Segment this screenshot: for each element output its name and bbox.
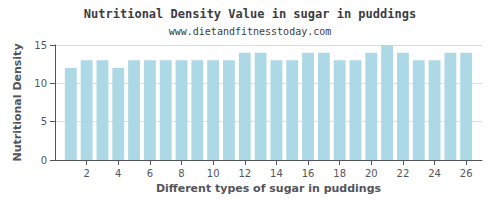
svg-text:12: 12 [238,168,251,179]
svg-text:26: 26 [460,168,473,179]
svg-text:5: 5 [41,116,47,127]
svg-text:24: 24 [428,168,441,179]
svg-text:8: 8 [178,168,184,179]
svg-text:Nutritional Density Value in s: Nutritional Density Value in sugar in pu… [84,7,416,21]
svg-text:20: 20 [365,168,378,179]
svg-text:Different types of sugar in pu: Different types of sugar in puddings [156,182,382,195]
svg-text:4: 4 [115,168,121,179]
svg-text:18: 18 [333,168,346,179]
svg-text:16: 16 [302,168,315,179]
svg-text:Nutritional Density: Nutritional Density [11,43,24,161]
svg-text:2: 2 [83,168,89,179]
svg-text:10: 10 [207,168,220,179]
svg-text:10: 10 [34,78,47,89]
svg-text:14: 14 [270,168,283,179]
svg-text:6: 6 [147,168,153,179]
svg-text:22: 22 [397,168,410,179]
svg-text:www.dietandfitnesstoday.com: www.dietandfitnesstoday.com [169,26,332,37]
svg-text:0: 0 [41,155,47,166]
svg-text:15: 15 [34,40,47,51]
